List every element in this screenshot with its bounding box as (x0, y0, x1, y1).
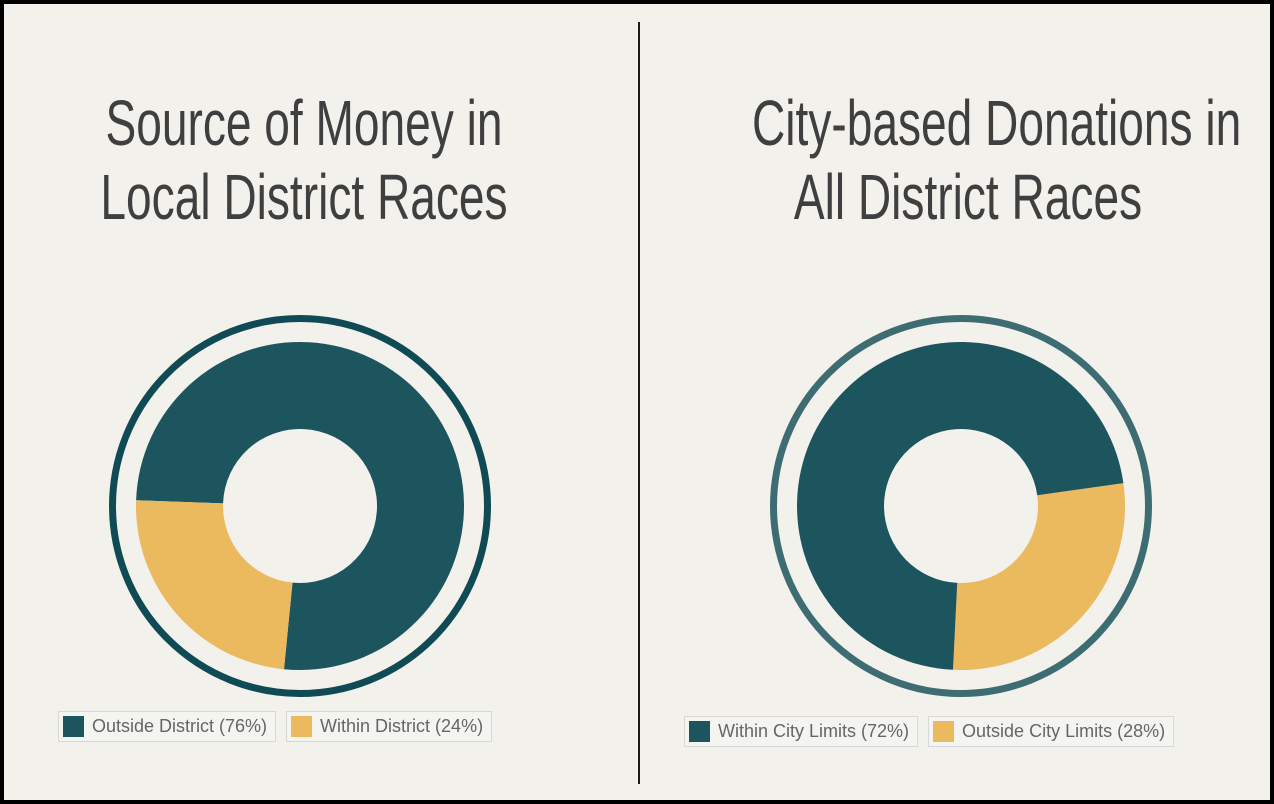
chart-1-title-line-2: Local District Races (100, 161, 508, 233)
legend-swatch (933, 721, 955, 742)
legend-item: Within District (24%) (286, 711, 493, 742)
chart-2-title-line-1: City-based Donations in (752, 87, 1242, 159)
chart-1-donut (109, 315, 491, 697)
legend-swatch (689, 721, 710, 742)
chart-1-title: Source of Money in Local District Races (88, 86, 520, 234)
legend-item: Outside District (76%) (58, 711, 277, 742)
chart-panel: Source of Money in Local District Races … (4, 4, 1270, 800)
chart-2-slice-within-city-limits (797, 342, 1124, 670)
chart-1-slice-outside-district (136, 341, 465, 670)
chart-2-title: City-based Donations in All District Rac… (752, 86, 1242, 234)
legend-swatch (291, 716, 313, 737)
legend-label: Outside City Limits (28%) (962, 721, 1166, 741)
panel-divider (638, 22, 640, 784)
legend-item: Within City Limits (72%) (684, 716, 919, 747)
legend-label: Within City Limits (72%) (718, 721, 910, 741)
chart-1-legend: Outside District (76%) Within District (2… (58, 711, 493, 742)
chart-1-slice-within-district (136, 500, 293, 670)
chart-2-legend: Within City Limits (72%) Outside City Lim… (684, 716, 1175, 747)
chart-2-title-line-2: All District Races (793, 161, 1143, 233)
chart-2-outer-ring (770, 315, 1152, 697)
legend-item: Outside City Limits (28%) (928, 716, 1175, 747)
legend-label: Outside District (76%) (92, 716, 268, 736)
legend-swatch (63, 716, 84, 737)
legend-label: Within District (24%) (320, 716, 484, 736)
chart-2-slice-outside-city-limits (952, 483, 1125, 670)
chart-2-donut (770, 315, 1152, 697)
chart-1-outer-ring (109, 315, 491, 697)
chart-1-title-line-1: Source of Money in (105, 87, 503, 159)
